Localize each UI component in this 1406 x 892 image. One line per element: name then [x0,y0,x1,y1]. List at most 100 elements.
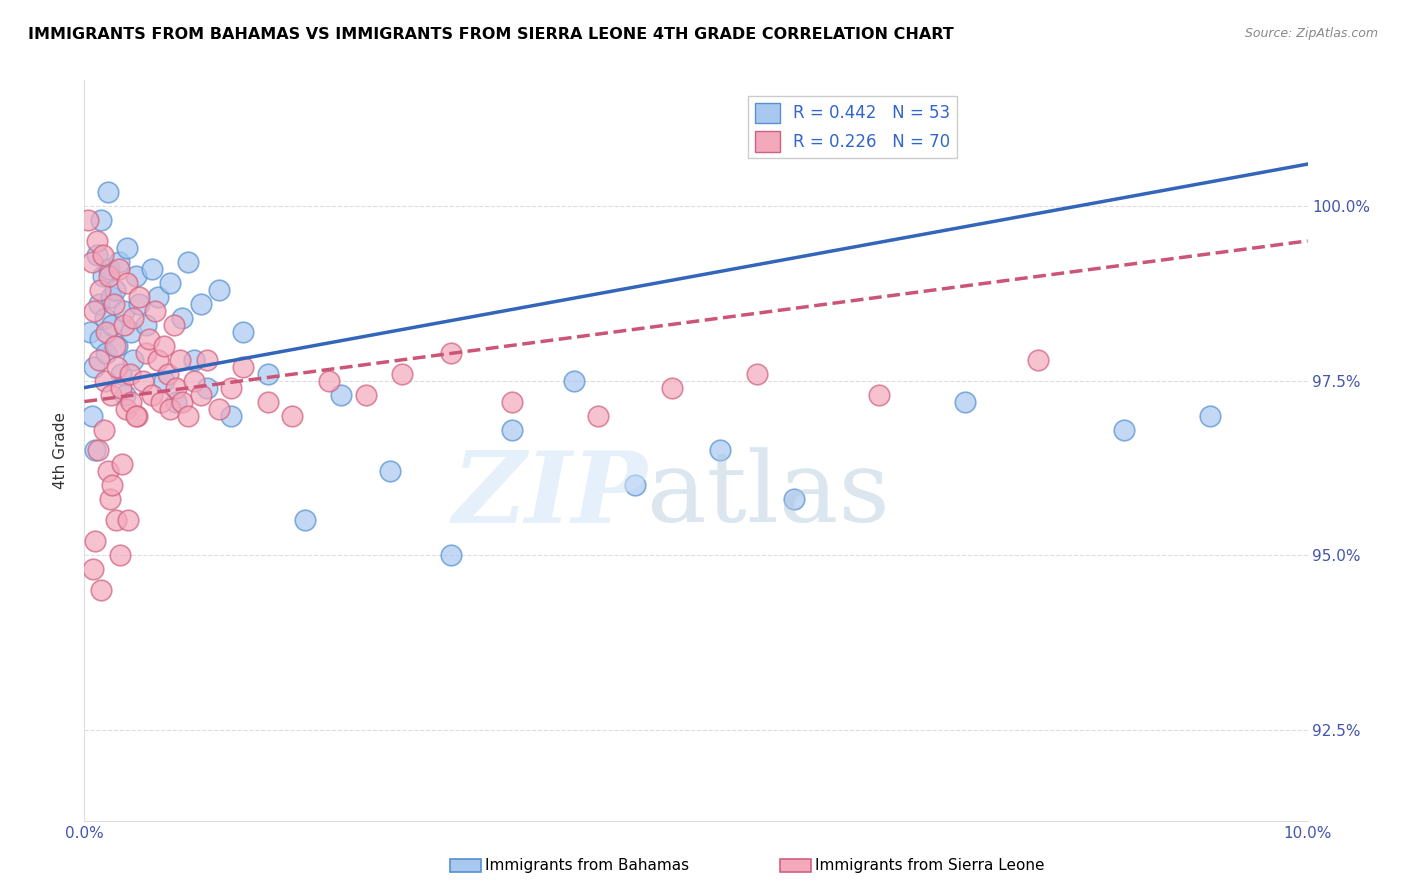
Point [135,345,157,359]
Point [153,374,176,388]
Point [232,325,254,339]
Point [94,310,117,325]
Point [440,345,463,359]
Point [183,374,205,388]
Point [120,394,142,409]
Point [172,394,194,409]
Point [98,492,121,507]
Point [219,409,242,423]
Point [219,381,242,395]
Point [232,359,254,374]
Point [440,548,463,562]
Point [156,367,179,381]
Point [1114,423,1136,437]
Point [115,276,138,290]
Point [128,290,150,304]
Point [90,213,112,227]
Point [143,303,166,318]
Point [141,387,163,401]
Point [159,401,181,416]
Point [101,318,124,332]
Point [122,310,145,325]
Point [135,318,157,332]
Point [709,443,731,458]
Point [77,213,100,227]
Point [159,276,181,290]
Point [146,290,169,304]
Point [195,352,218,367]
Point [120,325,142,339]
Point [747,367,769,381]
Text: Source: ZipAtlas.com: Source: ZipAtlas.com [1244,27,1378,40]
Point [97,185,120,199]
Point [118,367,141,381]
Point [86,234,108,248]
Point [117,513,139,527]
Point [112,318,135,332]
Point [125,409,148,423]
Point [97,268,120,283]
Point [115,241,138,255]
Point [624,478,647,492]
Point [105,513,128,527]
Point [354,387,377,401]
Point [101,478,124,492]
Point [208,283,231,297]
Point [84,534,107,549]
Point [114,387,136,401]
Point [112,303,135,318]
Point [105,359,128,374]
Point [177,409,200,423]
Point [82,562,104,576]
Point [391,367,413,381]
Point [110,381,132,395]
Point [91,268,114,283]
Point [380,464,402,478]
Point [146,352,169,367]
Point [183,352,205,367]
Y-axis label: 4th Grade: 4th Grade [53,412,69,489]
Legend: R = 0.442   N = 53, R = 0.226   N = 70: R = 0.442 N = 53, R = 0.226 N = 70 [748,96,956,159]
Point [661,381,683,395]
Point [111,458,134,472]
Point [132,374,155,388]
Point [104,339,127,353]
Point [94,374,117,388]
Point [110,367,132,381]
Point [1198,409,1220,423]
Point [84,443,107,458]
Point [195,381,218,395]
Point [953,394,976,409]
Point [97,261,120,276]
Text: atlas: atlas [647,447,890,542]
Point [141,261,163,276]
Text: Immigrants from Sierra Leone: Immigrants from Sierra Leone [815,858,1045,873]
Point [89,332,111,346]
Point [869,387,891,401]
Point [80,409,103,423]
Point [93,423,115,437]
Point [783,492,806,507]
Point [153,339,176,353]
Point [104,283,127,297]
Text: IMMIGRANTS FROM BAHAMAS VS IMMIGRANTS FROM SIERRA LEONE 4TH GRADE CORRELATION CH: IMMIGRANTS FROM BAHAMAS VS IMMIGRANTS FR… [28,27,953,42]
Point [562,374,585,388]
Point [190,387,212,401]
Point [318,374,340,388]
Point [96,325,118,339]
Text: Immigrants from Bahamas: Immigrants from Bahamas [485,858,689,873]
Point [330,387,353,401]
Point [105,339,128,353]
Point [108,548,131,562]
Point [125,409,148,423]
Point [96,345,118,359]
Point [107,261,129,276]
Point [87,297,110,311]
Point [91,248,114,262]
Point [83,303,105,318]
Point [97,464,120,478]
Point [502,394,524,409]
Point [83,359,105,374]
Point [89,283,111,297]
Point [80,255,103,269]
